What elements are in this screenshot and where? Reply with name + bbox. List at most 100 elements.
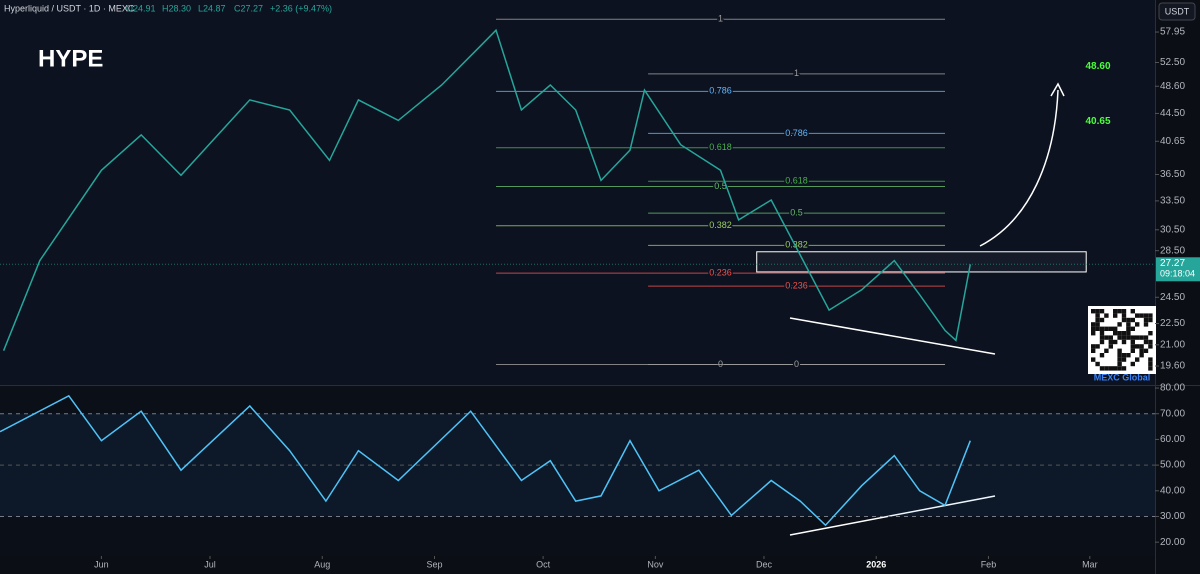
- qr-cell: [1091, 322, 1096, 327]
- y-tick-label: 60.00: [1160, 434, 1185, 445]
- qr-cell: [1117, 335, 1122, 340]
- qr-cell: [1126, 335, 1131, 340]
- qr-cell: [1130, 339, 1135, 345]
- qr-cell: [1104, 313, 1109, 318]
- qr-cell: [1117, 348, 1122, 353]
- trendline: [789, 317, 996, 355]
- qr-cell: [1135, 335, 1140, 340]
- qr-cell: [1126, 331, 1131, 336]
- qr-cell: [1143, 335, 1149, 340]
- qr-cell: [1139, 313, 1144, 318]
- watermark: MEXC Global: [1094, 372, 1151, 382]
- ohlc-value: O24.91: [126, 3, 156, 13]
- fib-label: 0.618: [709, 142, 732, 152]
- arrow-head: [1050, 82, 1065, 97]
- qr-cell: [1113, 339, 1118, 345]
- x-tick-label: Sep: [426, 559, 442, 569]
- qr-cell: [1130, 335, 1135, 340]
- y-tick-label: 40.00: [1160, 485, 1185, 496]
- fib-label: 0.236: [785, 281, 808, 291]
- qr-cell: [1117, 309, 1122, 314]
- qr-cell: [1108, 344, 1113, 349]
- qr-cell: [1130, 361, 1135, 367]
- x-tick-label: Dec: [756, 559, 773, 569]
- qr-cell: [1139, 344, 1144, 349]
- qr-cell: [1108, 326, 1113, 331]
- line: [2, 28, 972, 351]
- y-tick-label: 57.95: [1160, 27, 1185, 38]
- qr-cell: [1139, 353, 1144, 358]
- y-tick-label: 50.00: [1160, 460, 1185, 471]
- y-tick-label: 70.00: [1160, 408, 1185, 419]
- currency-button[interactable]: [1158, 2, 1196, 21]
- y-tick-label: 33.50: [1160, 196, 1185, 207]
- qr-cell: [1117, 353, 1122, 358]
- line: [0, 394, 971, 527]
- qr-cell: [1095, 322, 1100, 327]
- fib-label: 0: [794, 359, 799, 369]
- qr-cell: [1148, 331, 1153, 336]
- qr-cell: [1143, 348, 1149, 353]
- target-label: 48.60: [1085, 61, 1110, 72]
- y-tick-label: 36.50: [1160, 169, 1185, 180]
- chart-title: HYPE: [38, 45, 103, 72]
- qr-cell: [1108, 339, 1113, 345]
- qr-cell: [1091, 357, 1096, 362]
- x-tick-label: 2026: [866, 559, 886, 569]
- fib-label: 0: [718, 359, 723, 369]
- y-tick-label: 20.00: [1160, 537, 1185, 548]
- fib-label: 1: [718, 14, 723, 24]
- qr-cell: [1117, 361, 1122, 367]
- countdown: 09:18:04: [1160, 269, 1195, 279]
- y-tick-label: 40.65: [1160, 136, 1185, 147]
- qr-cell: [1130, 348, 1135, 353]
- qr-cell: [1121, 366, 1127, 371]
- qr-cell: [1099, 339, 1105, 345]
- qr-cell: [1143, 322, 1149, 327]
- qr-cell: [1117, 357, 1122, 362]
- qr-cell: [1148, 357, 1153, 362]
- qr-cell: [1135, 322, 1140, 327]
- x-tick-label: Jun: [94, 559, 109, 569]
- qr-cell: [1095, 344, 1100, 349]
- y-tick-label: 22.50: [1160, 318, 1185, 329]
- y-tick-label: 19.60: [1160, 361, 1185, 372]
- qr-cell: [1099, 317, 1105, 323]
- qr-cell: [1130, 326, 1135, 331]
- qr-cell: [1108, 366, 1113, 371]
- qr-cell: [1148, 366, 1153, 371]
- qr-cell: [1095, 361, 1100, 367]
- y-tick-label: 21.00: [1160, 339, 1185, 350]
- qr-cell: [1095, 326, 1100, 331]
- qr-cell: [1117, 366, 1122, 371]
- y-tick-label: 44.50: [1160, 108, 1185, 119]
- y-tick-label: 24.50: [1160, 292, 1185, 303]
- currency[interactable]: USDT: [1165, 6, 1190, 16]
- trendline: [789, 495, 996, 536]
- resistance-zone: [756, 251, 1087, 273]
- qr-cell: [1121, 339, 1127, 345]
- qr-cell: [1139, 335, 1144, 340]
- qr-cell: [1104, 366, 1109, 371]
- rsi-pane: [0, 386, 1155, 556]
- qr-cell: [1113, 313, 1118, 318]
- qr-cell: [1126, 353, 1131, 358]
- qr-cell: [1095, 313, 1100, 318]
- qr-cell: [1113, 309, 1118, 314]
- qr-cell: [1113, 331, 1118, 336]
- qr-cell: [1104, 326, 1109, 331]
- fib-label: 0.236: [709, 267, 732, 277]
- fib-label: 0.786: [785, 128, 808, 138]
- qr-cell: [1121, 357, 1127, 362]
- y-tick-label: 52.50: [1160, 57, 1185, 68]
- price-pane: [0, 0, 1155, 385]
- qr-cell: [1143, 313, 1149, 318]
- qr-cell: [1121, 331, 1127, 336]
- qr-cell: [1091, 344, 1096, 349]
- change-value: +2.36 (+9.47%): [270, 3, 332, 13]
- qr-cell: [1091, 309, 1096, 314]
- ohlc-value: L24.87: [198, 3, 226, 13]
- qr-cell: [1126, 317, 1131, 323]
- fib-label: 1: [794, 68, 799, 78]
